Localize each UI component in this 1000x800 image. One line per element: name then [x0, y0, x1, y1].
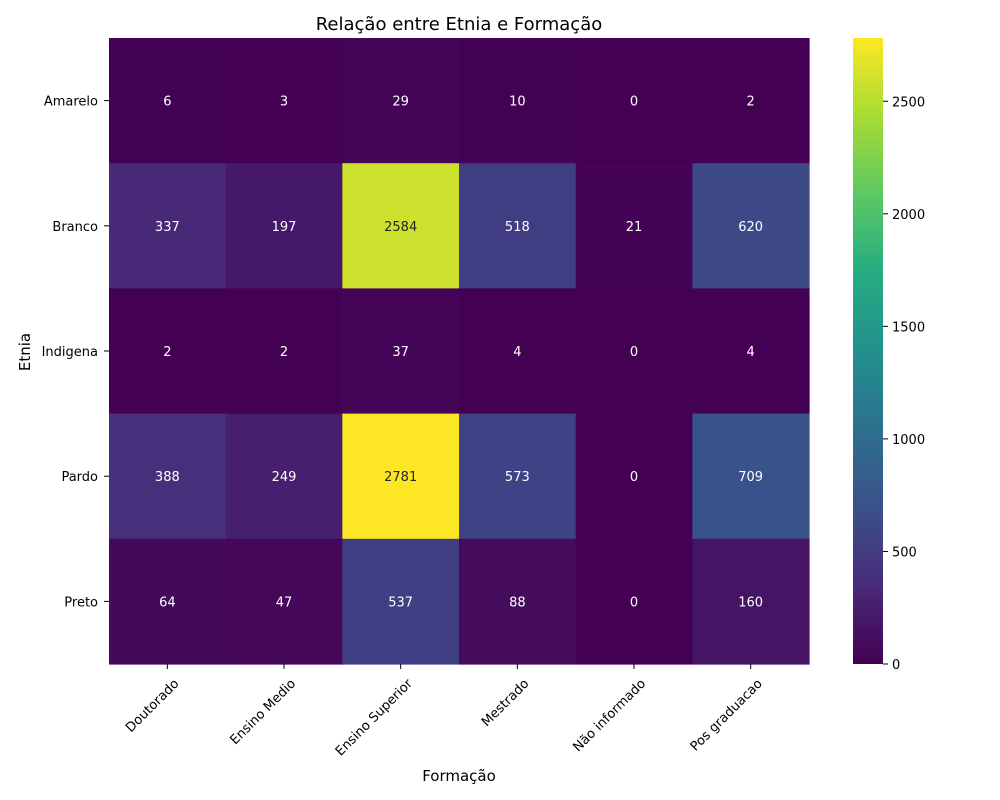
- cell-value-label: 21: [626, 220, 643, 235]
- cell-value-label: 2584: [384, 220, 417, 235]
- cell-value-label: 620: [738, 220, 763, 235]
- heatmap-cell-labels: 6 3 29 10 0 2 337 197 2584 518 21 620 2 2 37 4 0 4 388 249 2…: [155, 95, 763, 611]
- x-tick-label: Mestrado: [479, 676, 532, 729]
- heatmap-cell: [459, 413, 577, 540]
- x-tick-label: Ensino Superior: [333, 676, 416, 759]
- cell-value-label: 29: [392, 95, 409, 110]
- x-tick-label: Pos graduacao: [688, 676, 766, 754]
- cell-value-label: 4: [513, 345, 521, 360]
- y-tick-label: Preto: [64, 595, 98, 610]
- heatmap-cell: [692, 538, 810, 665]
- heatmap-cell: [109, 413, 227, 540]
- heatmap-cell: [342, 163, 460, 289]
- cell-value-label: 6: [163, 95, 171, 110]
- cell-value-label: 37: [392, 345, 409, 360]
- x-tick-label: Ensino Medio: [227, 676, 299, 748]
- cell-value-label: 2: [747, 95, 755, 110]
- heatmap-cell: [225, 413, 343, 540]
- cell-value-label: 0: [630, 595, 638, 610]
- heatmap-cell: [459, 538, 577, 665]
- cell-value-label: 10: [509, 95, 526, 110]
- heatmap-cell: [342, 288, 460, 415]
- heatmap-cell: [225, 163, 343, 289]
- y-tick-label: Indigena: [42, 345, 98, 360]
- cell-value-label: 249: [272, 470, 297, 485]
- colorbar-tick-label: 2000: [892, 208, 925, 223]
- heatmap-cell: [575, 163, 693, 289]
- y-tick-label: Amarelo: [44, 95, 98, 110]
- colorbar-tick-label: 2500: [892, 95, 925, 110]
- x-tick-label: Não informado: [570, 676, 649, 755]
- heatmap-cell: [109, 538, 227, 665]
- heatmap-cell: [109, 38, 227, 164]
- heatmap-cell: [575, 38, 693, 164]
- heatmap-cell: [225, 38, 343, 164]
- colorbar-tick-label: 1500: [892, 320, 925, 335]
- heatmap-cell: [342, 538, 460, 665]
- heatmap-cell: [575, 288, 693, 415]
- cell-value-label: 3: [280, 95, 288, 110]
- heatmap-cell: [342, 413, 460, 540]
- heatmap-cell: [109, 288, 227, 415]
- heatmap-cells: [109, 38, 810, 665]
- cell-value-label: 709: [738, 470, 763, 485]
- chart-title: Relação entre Etnia e Formação: [316, 14, 603, 35]
- x-axis-label: Formação: [422, 767, 496, 785]
- cell-value-label: 0: [630, 470, 638, 485]
- heatmap-cell: [459, 38, 577, 164]
- colorbar-gradient: [853, 38, 883, 664]
- heatmap-cell: [692, 288, 810, 415]
- y-tick-label: Pardo: [61, 470, 98, 485]
- cell-value-label: 537: [388, 595, 413, 610]
- cell-value-label: 197: [272, 220, 297, 235]
- y-axis-label: Etnia: [16, 333, 34, 371]
- cell-value-label: 388: [155, 470, 180, 485]
- colorbar-tick-label: 0: [892, 658, 900, 673]
- x-tick-label: Doutorado: [123, 676, 182, 735]
- colorbar: 0 500 1000 1500 2000 2500: [853, 38, 925, 673]
- cell-value-label: 88: [509, 595, 526, 610]
- cell-value-label: 64: [159, 595, 176, 610]
- heatmap-cell: [692, 413, 810, 540]
- cell-value-label: 337: [155, 220, 180, 235]
- y-axis-ticks: Amarelo Branco Indigena Pardo Preto: [42, 95, 109, 610]
- heatmap-cell: [225, 288, 343, 415]
- cell-value-label: 47: [276, 595, 293, 610]
- cell-value-label: 0: [630, 345, 638, 360]
- cell-value-label: 160: [738, 595, 763, 610]
- heatmap-cell: [109, 163, 227, 289]
- heatmap-cell: [459, 163, 577, 289]
- y-tick-label: Branco: [52, 220, 98, 235]
- cell-value-label: 2: [163, 345, 171, 360]
- heatmap-cell: [575, 413, 693, 540]
- heatmap-cell: [575, 538, 693, 665]
- heatmap-cell: [692, 38, 810, 164]
- colorbar-tick-label: 1000: [892, 433, 925, 448]
- heatmap-cell: [342, 38, 460, 164]
- x-axis-ticks: Doutorado Ensino Medio Ensino Superior Mest…: [123, 664, 766, 759]
- cell-value-label: 2: [280, 345, 288, 360]
- cell-value-label: 2781: [384, 470, 417, 485]
- cell-value-label: 573: [505, 470, 530, 485]
- heatmap-cell: [459, 288, 577, 415]
- heatmap-cell: [225, 538, 343, 665]
- colorbar-tick-label: 500: [892, 545, 917, 560]
- heatmap-cell: [692, 163, 810, 289]
- cell-value-label: 4: [747, 345, 755, 360]
- cell-value-label: 518: [505, 220, 530, 235]
- cell-value-label: 0: [630, 95, 638, 110]
